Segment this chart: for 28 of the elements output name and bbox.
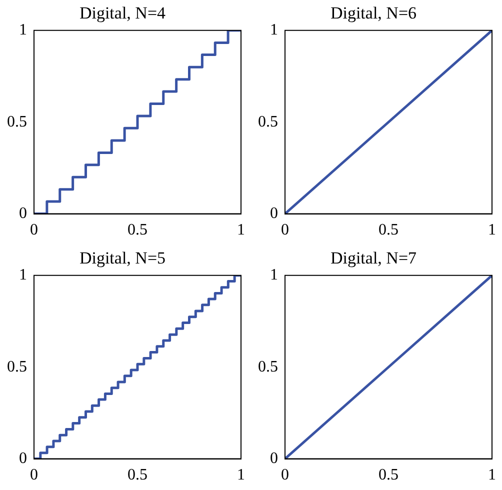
y-tick-label: 0.5 [258,358,278,376]
x-tick-label: 1 [237,466,245,484]
y-tick-label: 0 [270,205,278,222]
x-tick-label: 1 [488,466,496,484]
x-tick-label: 0 [281,222,289,239]
x-tick-label: 0 [30,222,38,239]
y-tick-label: 0.5 [7,358,27,376]
x-tick-label: 0.5 [128,466,148,484]
y-tick-label: 1 [19,266,27,284]
chart-title: Digital, N=5 [79,248,166,268]
chart-title: Digital, N=6 [330,4,417,23]
y-tick-label: 0 [270,450,278,468]
x-tick-label: 0.5 [378,222,398,239]
y-tick-label: 0 [19,450,27,468]
y-tick-label: 0.5 [7,113,27,130]
x-tick-label: 1 [237,222,245,239]
y-tick-label: 0 [19,205,27,222]
x-tick-label: 0.5 [378,466,398,484]
x-tick-label: 0 [30,466,38,484]
y-tick-label: 1 [270,22,278,39]
x-tick-label: 1 [488,222,496,239]
chart-title: Digital, N=7 [330,248,418,268]
x-tick-label: 0.5 [128,222,148,239]
y-tick-label: 0.5 [258,113,278,130]
x-tick-label: 0 [281,466,289,484]
y-tick-label: 1 [19,22,27,39]
y-tick-label: 1 [270,266,278,284]
chart-title: Digital, N=4 [79,4,166,23]
